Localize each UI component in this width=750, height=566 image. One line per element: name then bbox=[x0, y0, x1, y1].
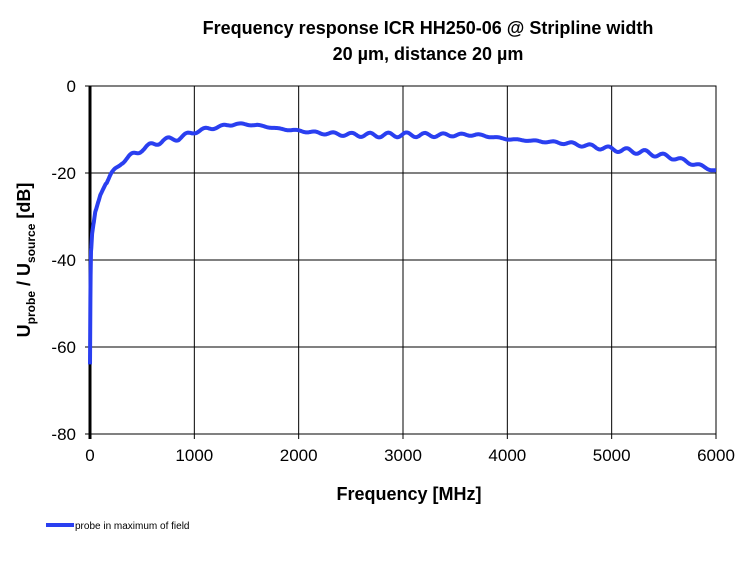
legend: probe in maximum of field bbox=[46, 521, 190, 532]
x-tick-label: 6000 bbox=[697, 446, 735, 465]
y-tick-label: 0 bbox=[67, 77, 76, 96]
x-tick-label: 1000 bbox=[175, 446, 213, 465]
y-tick-label: -20 bbox=[51, 164, 76, 183]
series-line-probe bbox=[88, 121, 717, 365]
y-tick-label: -40 bbox=[51, 251, 76, 270]
x-tick-label: 4000 bbox=[488, 446, 526, 465]
x-axis-label: Frequency [MHz] bbox=[336, 484, 481, 504]
x-tick-label: 2000 bbox=[280, 446, 318, 465]
legend-label: probe in maximum of field bbox=[75, 521, 190, 532]
y-tick-label: -60 bbox=[51, 338, 76, 357]
x-tick-label: 3000 bbox=[384, 446, 422, 465]
tick-labels: 0 1000 2000 3000 4000 5000 6000 0 -20 -40 -60 -80 bbox=[51, 77, 734, 465]
y-tick-label: -80 bbox=[51, 425, 76, 444]
x-tick-label: 5000 bbox=[593, 446, 631, 465]
chart-title-line2: 20 µm, distance 20 µm bbox=[333, 44, 524, 64]
y-axis-label: Uprobe / Usource [dB] bbox=[14, 183, 38, 338]
chart-title-line1: Frequency response ICR HH250-06 @ Stripl… bbox=[203, 18, 654, 38]
x-tick-label: 0 bbox=[85, 446, 94, 465]
